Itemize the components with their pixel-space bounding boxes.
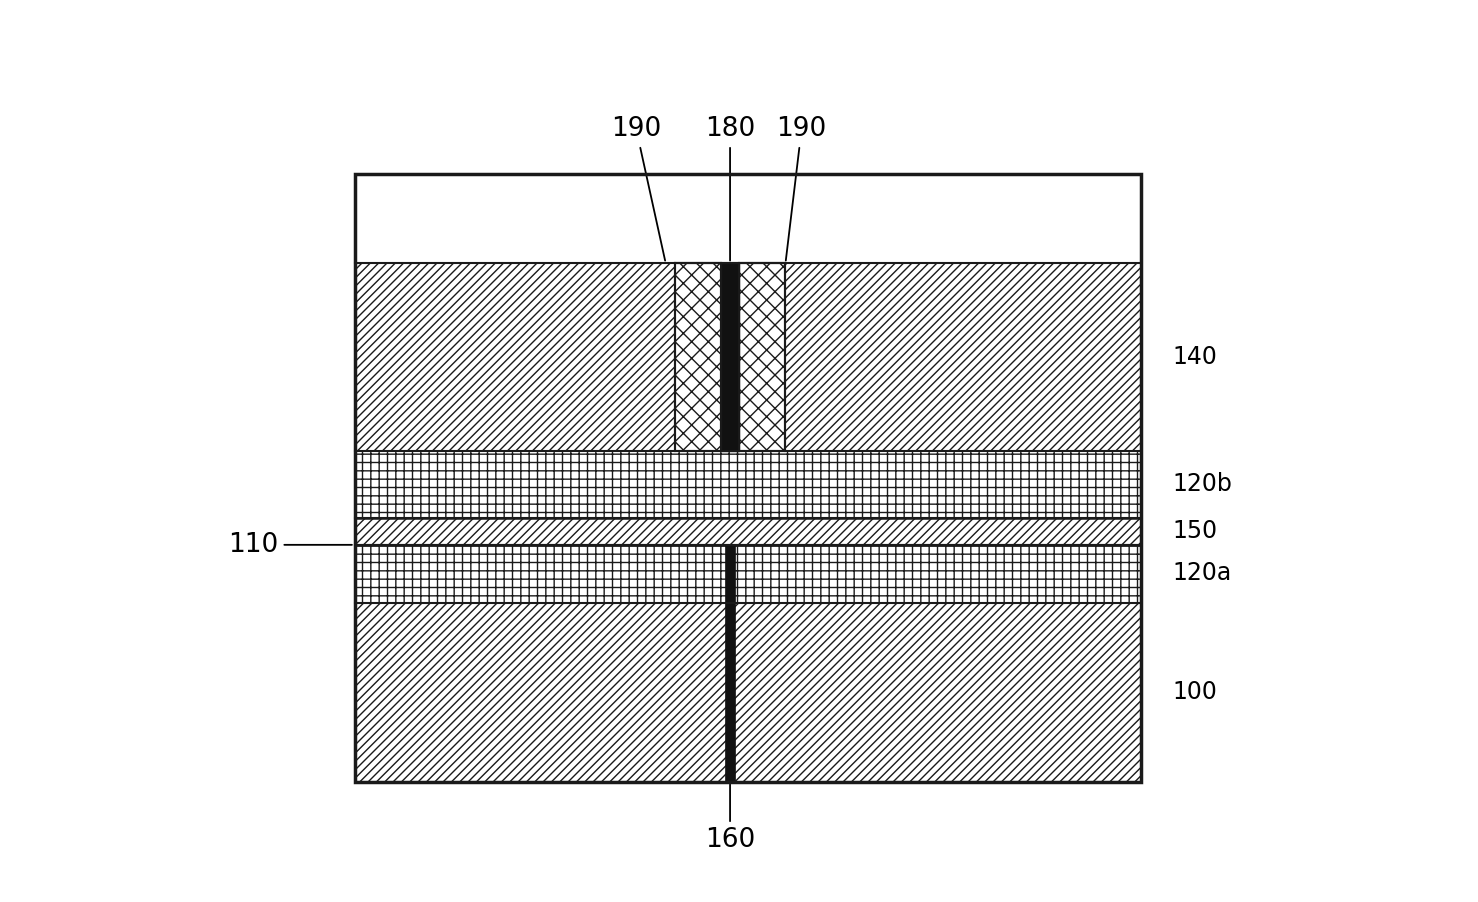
Bar <box>674 263 721 451</box>
Text: 110: 110 <box>229 532 352 557</box>
Bar <box>721 263 739 451</box>
Bar <box>724 545 736 782</box>
Bar <box>355 174 1141 782</box>
Text: 100: 100 <box>1172 680 1218 704</box>
Bar <box>355 603 1141 782</box>
Bar <box>739 263 785 451</box>
Bar <box>355 545 1141 603</box>
Bar <box>355 518 1141 545</box>
Text: 150: 150 <box>1172 520 1218 543</box>
Text: 140: 140 <box>1172 345 1218 369</box>
Text: 120b: 120b <box>1172 472 1233 496</box>
Bar <box>355 263 1141 451</box>
Bar <box>355 451 1141 518</box>
Text: 120a: 120a <box>1172 561 1231 585</box>
Text: 180: 180 <box>705 116 755 261</box>
Text: 190: 190 <box>776 116 826 261</box>
Text: 190: 190 <box>610 116 665 261</box>
Text: 160: 160 <box>705 785 755 852</box>
